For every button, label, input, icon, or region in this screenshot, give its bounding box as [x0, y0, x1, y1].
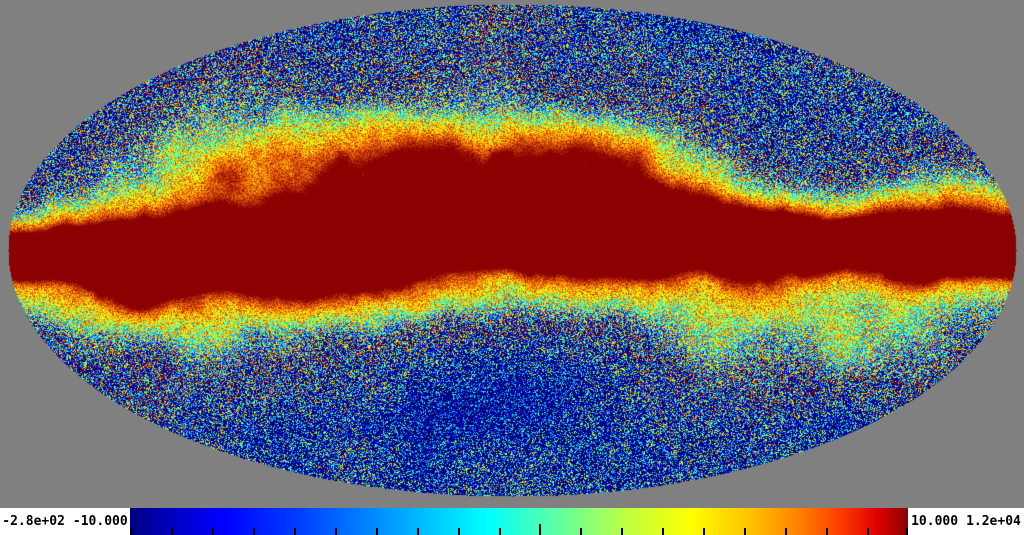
colorbar-max-label: 1.2e+04: [966, 514, 1021, 529]
sky-map-panel: [0, 0, 1024, 500]
mollweide-sky-map: [0, 0, 1024, 500]
colorbar-min-label: -2.8e+02: [2, 514, 65, 529]
colorbar-high-label: 10.000: [911, 514, 959, 529]
colorbar-right-labels: 10.000 1.2e+04: [908, 508, 1024, 535]
colorbar-gradient: [130, 508, 908, 535]
colorbar-low-label: -10.000: [72, 514, 128, 529]
colorbar-left-labels: -2.8e+02 -10.000: [0, 508, 130, 535]
colorbar-strip: -2.8e+02 -10.000 10.000 1.2e+04: [0, 500, 1024, 535]
colorbar[interactable]: [130, 508, 908, 535]
